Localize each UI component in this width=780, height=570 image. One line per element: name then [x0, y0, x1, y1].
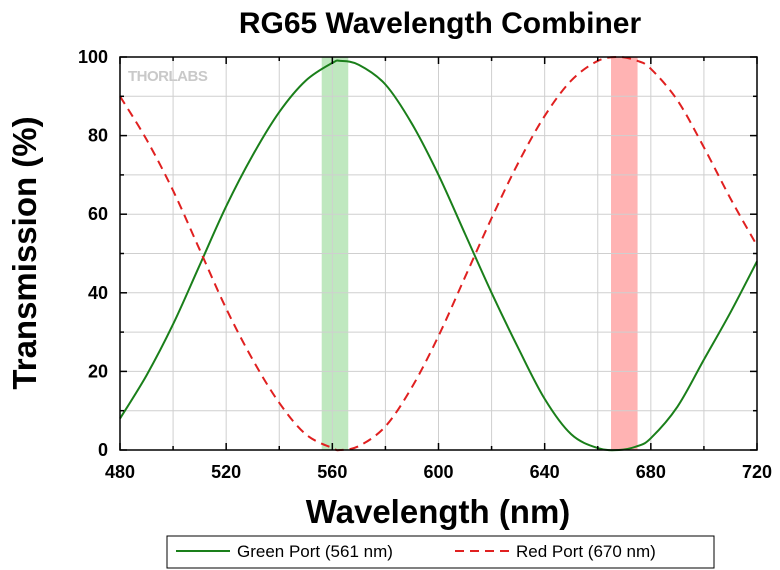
thorlabs-watermark: THORLABS — [128, 68, 208, 85]
chart-title: RG65 Wavelength Combiner — [239, 7, 642, 40]
x-tick-label-680: 680 — [636, 462, 666, 482]
y-tick-label-80: 80 — [88, 126, 108, 146]
y-tick-label-40: 40 — [88, 283, 108, 303]
x-tick-label-640: 640 — [530, 462, 560, 482]
series-line-green-port-561-nm — [119, 59, 758, 452]
legend-label-green-port: Green Port (561 nm) — [237, 542, 393, 561]
y-tick-label-100: 100 — [78, 47, 108, 67]
y-tick-label-0: 0 — [98, 440, 108, 460]
y-axis-title: Transmission (%) — [6, 116, 43, 389]
y-tick-label-20: 20 — [88, 361, 108, 381]
x-tick-label-520: 520 — [211, 462, 241, 482]
axis-ticks — [119, 56, 758, 451]
y-tick-labels: 0 20 40 60 80 100 — [78, 47, 108, 460]
grid-lines — [120, 57, 757, 450]
series-line-red-port-670-nm — [119, 55, 758, 452]
x-tick-label-600: 600 — [423, 462, 453, 482]
legend-label-red-port: Red Port (670 nm) — [516, 542, 656, 561]
y-tick-label-60: 60 — [88, 204, 108, 224]
x-tick-label-480: 480 — [105, 462, 135, 482]
x-tick-label-560: 560 — [317, 462, 347, 482]
x-axis-title: Wavelength (nm) — [306, 493, 571, 530]
x-tick-label-720: 720 — [742, 462, 772, 482]
data-series — [119, 55, 758, 452]
legend-box — [166, 535, 715, 569]
legend: Green Port (561 nm) Red Port (670 nm) — [166, 535, 715, 569]
x-tick-labels: 480 520 560 600 640 680 720 — [105, 462, 772, 482]
